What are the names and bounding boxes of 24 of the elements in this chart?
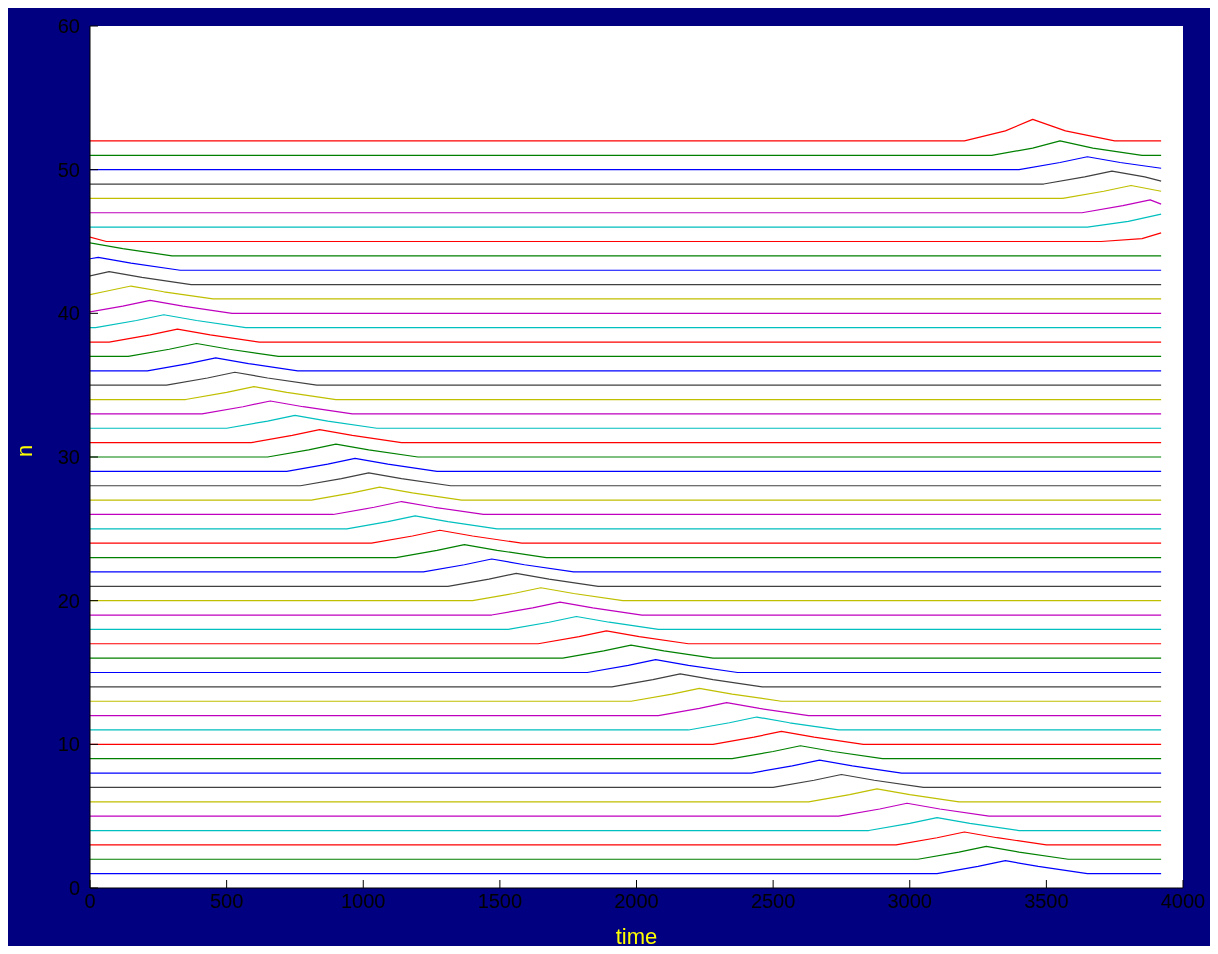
x-tick-label: 1500 bbox=[477, 890, 523, 912]
line-series bbox=[90, 299, 1162, 314]
y-tick-label: 20 bbox=[57, 589, 80, 612]
x-tick-label: 3500 bbox=[1024, 890, 1069, 912]
x-axis-title: time bbox=[615, 924, 658, 949]
x-tick-label: 0 bbox=[84, 890, 96, 912]
line-series bbox=[90, 285, 1162, 300]
y-tick-label: 60 bbox=[57, 15, 80, 37]
line-series bbox=[90, 232, 1162, 243]
y-axis-title: n bbox=[11, 444, 37, 457]
y-tick-label: 10 bbox=[57, 733, 80, 756]
line-series bbox=[90, 256, 1162, 271]
x-tick-label: 500 bbox=[209, 890, 244, 912]
line-series bbox=[90, 170, 1162, 185]
line-series bbox=[90, 271, 1162, 286]
x-tick-label: 3000 bbox=[887, 890, 932, 912]
x-tick-label: 2000 bbox=[614, 890, 659, 912]
x-tick-label: 2500 bbox=[750, 890, 796, 912]
line-series bbox=[90, 199, 1162, 214]
y-tick-label: 30 bbox=[57, 446, 80, 468]
x-tick-label: 1000 bbox=[341, 890, 386, 912]
y-tick-label: 50 bbox=[57, 158, 80, 181]
x-tick-label: 4000 bbox=[1160, 890, 1206, 912]
y-tick-label: 40 bbox=[57, 302, 80, 325]
